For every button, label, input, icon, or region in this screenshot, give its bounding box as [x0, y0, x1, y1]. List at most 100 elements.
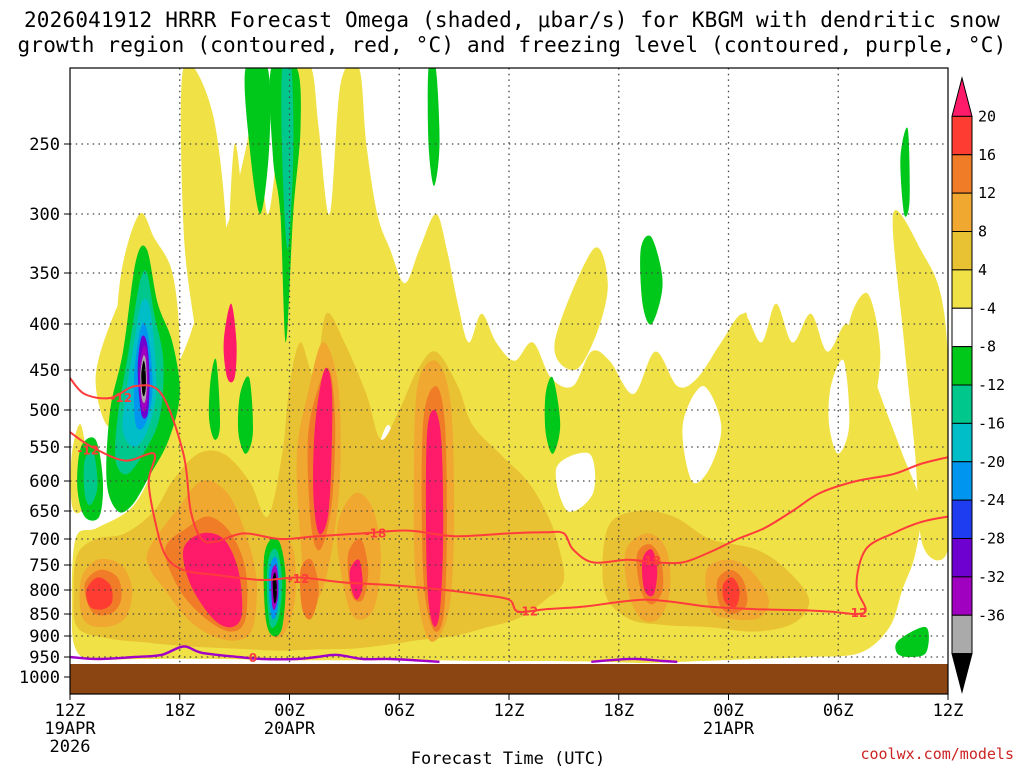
shade-o16-8: [299, 558, 319, 620]
y-tick-label-450: 450: [29, 361, 60, 381]
y-tick-label-250: 250: [29, 135, 60, 155]
colorbar-band-15: [951, 653, 973, 694]
colorbar-band-8: [951, 384, 973, 424]
omega-shading: [70, 68, 948, 664]
y-tick-label-500: 500: [29, 401, 60, 421]
colorbar-label-11: -28: [978, 530, 1005, 548]
contour-label-left-2: -12: [77, 443, 99, 457]
contour-dgz-lower: [70, 431, 948, 616]
colorbar-label-0: 20: [978, 107, 996, 125]
x-tick-sublabel-36-0: 21APR: [703, 719, 755, 739]
shade-yellow-col-1: [180, 68, 228, 387]
shade-green-r-3: [900, 127, 910, 217]
colorbar-label-10: -24: [978, 491, 1005, 509]
y-tick-label-950: 950: [29, 648, 60, 668]
shade-r20-1: [86, 577, 113, 610]
shade-m-5: [349, 559, 363, 600]
x-tick-sublabel-0-0: 19APR: [44, 719, 96, 739]
contour-lines: -12 -12 -18 -12 -12 -18 -12 0: [70, 377, 948, 665]
colorbar-band-2: [951, 154, 973, 194]
colorbar-band-7: [951, 346, 973, 386]
y-tick-label-650: 650: [29, 502, 60, 522]
y-tick-label-750: 750: [29, 556, 60, 576]
colorbar-band-5: [951, 269, 973, 309]
x-tick-label-42: 06Z: [823, 701, 854, 721]
plot-area: -12 -12 -18 -12 -12 -18 -12 0: [70, 68, 948, 694]
contour-freezing-level: [70, 645, 440, 663]
x-tick-label-30: 18Z: [603, 701, 634, 721]
colorbar-band-3: [951, 192, 973, 232]
shade-yellow-right-1: [554, 247, 608, 371]
shade-yellow-right-3: [848, 292, 881, 411]
contour-dgz-upper: [70, 377, 948, 565]
shade-m-3: [425, 410, 444, 627]
colorbar-label-3: 8: [978, 223, 987, 241]
site-credit[interactable]: coolwx.com/models: [860, 745, 1014, 763]
shade-teal-top-1: [281, 68, 294, 250]
shade-green-r-4: [895, 626, 929, 658]
colorbar-band-9: [951, 422, 973, 463]
x-tick-sublabel-12-0: 20APR: [264, 719, 316, 739]
shade-green-r-1: [640, 235, 663, 325]
y-tick-label-900: 900: [29, 627, 60, 647]
colorbar-label-8: -16: [978, 414, 1005, 432]
colorbar-label-4: 4: [978, 261, 987, 279]
contour-label-freezing: 0: [249, 651, 257, 665]
gap-white-4: [828, 359, 850, 454]
contour-label-left-1: -12: [110, 391, 132, 405]
colorbar-label-1: 16: [978, 146, 996, 164]
shade-green-mid-2: [208, 358, 221, 440]
shade-r20-2: [722, 577, 740, 608]
colorbar-band-14: [951, 614, 973, 655]
colorbar-label-6: -8: [978, 338, 996, 356]
y-tick-label-600: 600: [29, 472, 60, 492]
contour-label-mid-2: -18: [639, 554, 661, 568]
shade-yellow-right-2: [725, 312, 748, 425]
colorbar-label-13: -36: [978, 606, 1005, 624]
y-axis-pressure: 2503003504004505005506006507007508008509…: [19, 135, 70, 688]
x-tick-label-0: 12Z: [55, 701, 86, 721]
x-tick-label-48: 12Z: [933, 701, 964, 721]
x-tick-sublabel-0-1: 2026: [50, 737, 91, 757]
y-tick-label-800: 800: [29, 581, 60, 601]
shade-green-top-3: [427, 68, 440, 186]
shade-yellow-small-1: [519, 360, 539, 435]
y-tick-label-850: 850: [29, 605, 60, 625]
shade-m-1: [182, 532, 243, 628]
chart-title-line-1: 2026041912 HRRR Forecast Omega (shaded, …: [23, 8, 1001, 32]
y-tick-label-400: 400: [29, 315, 60, 335]
x-tick-label-36: 00Z: [713, 701, 744, 721]
shade-green-top-1: [244, 68, 271, 214]
contour-freezing-level-2: [591, 657, 678, 663]
shade-yellow-right-edge: [892, 210, 948, 561]
x-tick-label-18: 06Z: [384, 701, 415, 721]
contour-label-lower: -12: [516, 605, 538, 619]
colorbar-band-13: [951, 576, 973, 616]
x-tick-label-24: 12Z: [494, 701, 525, 721]
colorbar-band-12: [951, 538, 973, 578]
colorbar-label-9: -20: [978, 453, 1005, 471]
colorbar-label-7: -12: [978, 376, 1005, 394]
shade-green-r-2: [544, 376, 561, 454]
contour-label-mid: -12: [288, 572, 310, 586]
colorbar-band-0: [951, 76, 973, 117]
colorbar-band-1: [951, 115, 973, 156]
y-tick-label-700: 700: [29, 530, 60, 550]
colorbar-band-11: [951, 499, 973, 539]
shade-m-6: [223, 303, 237, 383]
contour-label-lower-2: -12: [846, 606, 868, 620]
y-tick-label-350: 350: [29, 264, 60, 284]
colorbar: 20 16 12 8 4 -4 -8 -12 -16 -20 -24 -28 -32 -36: [951, 76, 1005, 694]
x-tick-label-12: 00Z: [274, 701, 305, 721]
gap-white-3: [555, 452, 596, 512]
y-tick-label-550: 550: [29, 438, 60, 458]
contour-label-upper: -18: [365, 526, 387, 540]
x-tick-label-6: 18Z: [164, 701, 195, 721]
shade-green-mid-1: [237, 376, 254, 454]
chart-title-line-2: growth region (contoured, red, °C) and f…: [17, 33, 1007, 57]
ground-surface: [70, 664, 948, 694]
y-tick-label-1000: 1000: [19, 668, 60, 688]
colorbar-label-2: 12: [978, 184, 996, 202]
